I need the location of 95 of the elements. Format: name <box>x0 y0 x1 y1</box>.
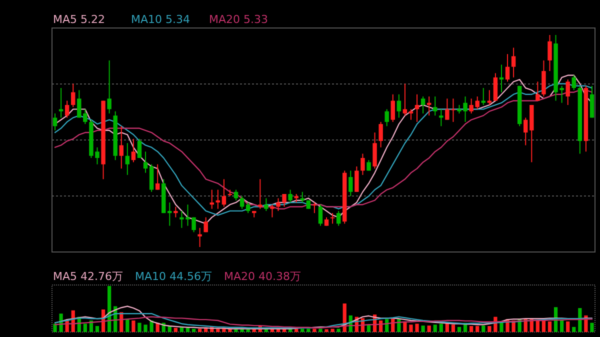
bar <box>457 326 462 332</box>
bar <box>318 328 322 332</box>
bar <box>451 324 456 332</box>
bar <box>590 322 594 332</box>
bar <box>186 328 190 332</box>
candlestick <box>137 138 142 158</box>
candlestick <box>318 204 323 226</box>
candlestick <box>566 79 570 106</box>
candlestick <box>354 166 359 192</box>
bar <box>421 326 425 332</box>
candlestick <box>493 72 498 102</box>
bar <box>427 326 431 332</box>
bar <box>95 326 100 332</box>
candlestick <box>348 170 353 197</box>
candlestick <box>312 202 317 214</box>
candlestick <box>420 96 426 114</box>
bar <box>138 322 142 332</box>
bar <box>482 326 486 332</box>
text: MA10 5.34 <box>131 13 190 26</box>
bar <box>470 326 474 332</box>
candlestick <box>511 47 516 78</box>
candlestick <box>288 189 292 203</box>
candlestick <box>198 227 202 248</box>
bar <box>174 328 178 332</box>
candlestick <box>270 204 274 218</box>
candlestick <box>372 132 377 170</box>
candlestick <box>548 34 552 72</box>
candlestick <box>384 108 389 127</box>
candlestick <box>64 100 70 118</box>
candlestick <box>330 212 335 224</box>
text: MA20 5.33 <box>209 13 268 26</box>
candlestick <box>168 202 172 226</box>
candlestick <box>590 85 594 118</box>
candlestick <box>125 142 130 176</box>
candlestick <box>107 60 112 114</box>
bar <box>488 326 492 332</box>
candlestick <box>131 138 136 163</box>
bar <box>415 324 419 332</box>
bar <box>132 320 136 332</box>
text: MA5 5.22 <box>53 13 106 26</box>
bar <box>403 322 407 332</box>
bar <box>150 320 154 332</box>
candlestick <box>149 164 154 192</box>
candlestick <box>174 206 178 218</box>
candlestick <box>155 164 160 190</box>
bar <box>409 324 413 332</box>
bar <box>560 320 564 332</box>
text: MA5 42.76万 <box>53 270 124 283</box>
bar <box>476 326 480 332</box>
candlestick <box>378 121 383 148</box>
candlestick <box>390 94 395 122</box>
candlestick <box>524 117 528 146</box>
candlestick <box>222 178 226 208</box>
candlestick <box>542 60 546 97</box>
bar <box>126 319 130 332</box>
candlestick <box>433 96 438 116</box>
candlestick <box>282 194 286 208</box>
bar <box>330 328 334 332</box>
bar <box>83 324 87 332</box>
candlestick <box>505 54 510 82</box>
bar <box>566 321 570 332</box>
candlestick <box>336 210 341 226</box>
bar <box>548 321 552 332</box>
bar <box>536 320 540 332</box>
candlestick <box>52 112 58 131</box>
candlestick <box>234 189 238 201</box>
candlestick <box>264 198 268 212</box>
candlestick <box>402 83 408 116</box>
bar <box>439 324 443 332</box>
candlestick <box>572 74 576 91</box>
candlestick <box>246 202 250 214</box>
text: MA10 44.56万 <box>135 270 212 283</box>
candlestick <box>258 178 262 210</box>
bar <box>324 329 328 332</box>
candlestick <box>119 126 124 170</box>
candlestick <box>143 151 148 174</box>
bar <box>433 324 437 332</box>
bar <box>542 320 546 332</box>
bar <box>53 324 57 332</box>
bar <box>312 328 316 332</box>
candlestick <box>276 198 280 212</box>
candlestick <box>240 196 244 210</box>
candlestick <box>204 216 208 233</box>
text: MA20 40.38万 <box>224 270 302 283</box>
candlestick <box>360 153 365 176</box>
candlestick <box>487 90 492 106</box>
candlestick <box>481 88 486 106</box>
candlestick <box>300 191 304 203</box>
candlestick <box>536 81 540 102</box>
bar <box>144 324 148 332</box>
candlestick <box>396 94 402 118</box>
bar <box>572 326 576 332</box>
candlestick <box>71 83 76 108</box>
candlestick <box>58 88 64 118</box>
candlestick <box>439 108 444 127</box>
